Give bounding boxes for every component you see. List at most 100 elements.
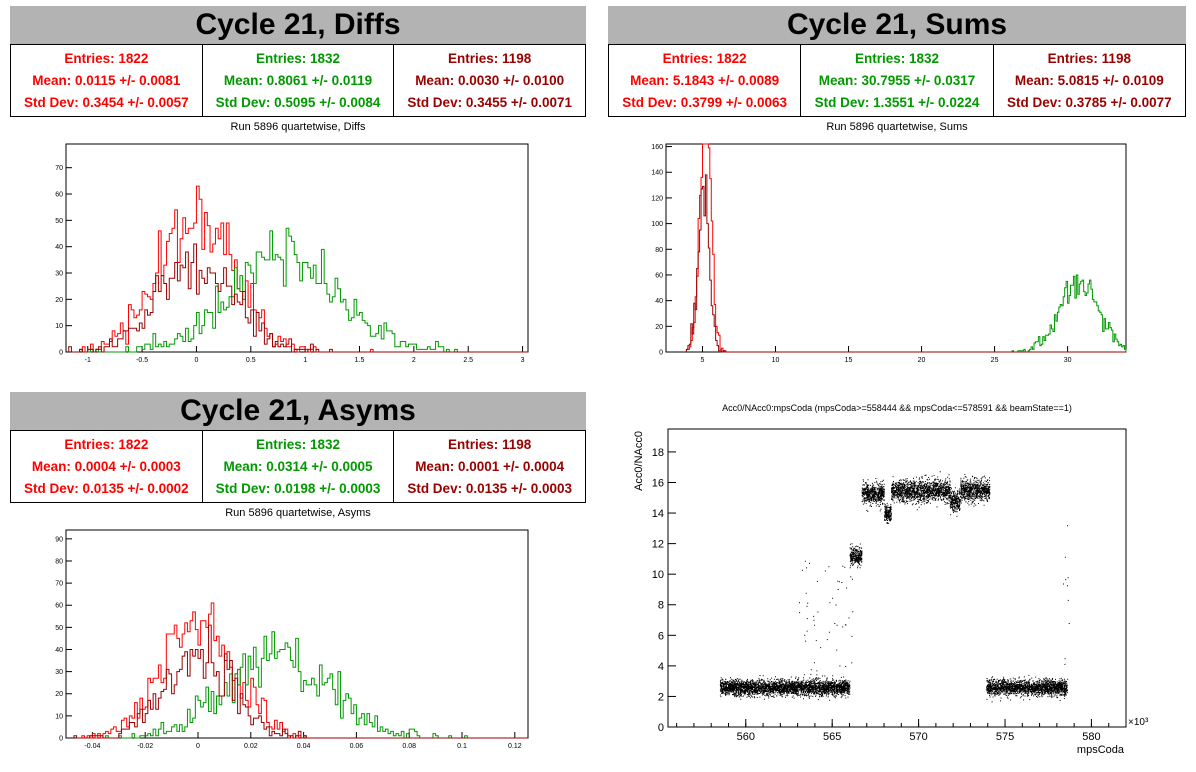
asyms-stats-box-2: Entries: 1198 Mean: 0.0001 +/- 0.0004 St… [394,431,587,503]
stat-entries: Entries: 1832 [255,50,341,66]
asyms-y-tick-label: 70 [55,581,63,588]
scatter-y-tick-label: 18 [652,447,664,459]
diffs-series-0 [81,185,528,353]
diffs-x-tick-label: 0.5 [246,357,256,364]
stat-entries: Entries: 1822 [64,50,149,66]
diffs-x-tick-label: -0.5 [136,357,148,364]
asyms-x-tick-label: 0.1 [457,743,467,750]
asyms-series-1 [105,631,528,739]
sums-chart: 5 10 15 20 25 30 0 20 40 60 80 100 120 140 160 [651,143,1127,364]
asyms-x-tick-label: 0.02 [244,743,258,750]
scatter-y-tick-label: 6 [658,630,664,642]
asyms-y-tick-label: 10 [55,713,63,720]
sums-series-0 [685,143,1126,353]
stat-mean: Mean: 0.0314 +/- 0.0005 [223,458,373,474]
diffs-x-tick-label: -1 [85,357,91,364]
stat-std: Std Dev: 0.3785 +/- 0.0077 [1006,95,1172,111]
sums-y-tick-label: 20 [655,324,663,331]
scatter-y-tick-label: 4 [658,661,664,673]
stat-std: Std Dev: 0.5095 +/- 0.0084 [215,95,381,111]
sums-series-1 [1011,274,1127,353]
sums-x-tick-label: 10 [772,357,780,364]
diffs-stats-box-2: Entries: 1198 Mean: 0.0030 +/- 0.0100 St… [394,45,587,117]
asyms-y-tick-label: 20 [55,691,63,698]
scatter-x-tick-label: 575 [996,731,1014,743]
diffs-plot-frame [65,143,529,353]
diffs-series-2 [68,243,528,353]
stat-mean: Mean: 0.0115 +/- 0.0081 [32,72,181,88]
asyms-x-tick-label: 0.06 [350,743,364,750]
stat-entries: Entries: 1198 [448,50,532,66]
sums-subtitle: Run 5896 quartetwise, Sums [826,121,968,133]
scatter-y-label: Acc0/NAcc0 [633,431,645,491]
stat-entries: Entries: 1822 [662,50,747,66]
sums-y-tick-label: 140 [651,170,663,177]
diffs-x-tick-label: 3 [521,357,525,364]
stat-std: Std Dev: 0.0198 +/- 0.0003 [215,481,381,497]
sums-y-tick-label: 0 [659,350,663,357]
stat-entries: Entries: 1198 [1047,50,1131,66]
scatter-y-tick-label: 16 [652,477,664,489]
sums-y-tick-label: 160 [651,144,663,151]
sums-x-tick-label: 15 [845,357,853,364]
diffs-y-tick-label: 30 [55,271,63,278]
asyms-x-tick-label: 0.08 [402,743,416,750]
asyms-subtitle: Run 5896 quartetwise, Asyms [225,507,371,519]
diffs-stats-box-0: Entries: 1822 Mean: 0.0115 +/- 0.0081 St… [10,45,203,117]
sums-y-tick-label: 100 [651,221,663,228]
diffs-x-tick-label: 1 [303,357,307,364]
stat-entries: Entries: 1832 [255,436,341,452]
diffs-y-tick-label: 60 [55,192,63,199]
asyms-series-0 [81,602,528,739]
scatter-y-tick-label: 12 [652,539,664,551]
asyms-x-tick-label: 0 [196,743,200,750]
sums-stats-box-2: Entries: 1198 Mean: 5.0815 +/- 0.0109 St… [993,45,1186,117]
scatter-y-tick-label: 10 [652,569,664,581]
scatter-y-tick-label: 14 [652,508,664,520]
stat-mean: Mean: 0.0004 +/- 0.0003 [31,458,181,474]
scatter-x-label: mpsCoda [1077,744,1125,756]
asyms-chart: -0.04 -0.02 0 0.02 0.04 0.06 0.08 0.1 0.12 0 10 20 3… [55,529,529,750]
stat-std: Std Dev: 0.0135 +/- 0.0003 [407,481,573,497]
scatter-y-tick-label: 2 [658,691,664,703]
sums-x-tick-label: 20 [918,357,926,364]
sums-title: Cycle 21, Sums [608,6,1186,44]
asyms-x-tick-label: -0.04 [84,743,100,750]
asyms-stats-box-1: Entries: 1832 Mean: 0.0314 +/- 0.0005 St… [202,431,395,503]
diffs-x-tick-label: 0 [194,357,198,364]
stat-entries: Entries: 1198 [448,436,532,452]
diffs-y-tick-label: 10 [55,323,63,330]
asyms-series-2 [73,624,528,739]
stat-std: Std Dev: 0.3454 +/- 0.0057 [23,95,189,111]
diffs-y-tick-label: 70 [55,165,63,172]
scatter-x-tick-label: 565 [823,731,841,743]
diffs-y-tick-label: 20 [55,297,63,304]
asyms-y-tick-label: 50 [55,625,63,632]
sums-stats-box-1: Entries: 1832 Mean: 30.7955 +/- 0.0317 S… [801,45,994,117]
diffs-x-tick-label: 1.5 [355,357,365,364]
scatter-points [719,471,1070,703]
scatter-y-tick-label: 0 [658,722,664,734]
diffs-y-tick-label: 50 [55,218,63,225]
diffs-stats: Entries: 1822 Mean: 0.0115 +/- 0.0081 St… [10,44,587,117]
stat-mean: Mean: 0.0030 +/- 0.0100 [415,72,565,88]
diffs-series-1 [79,227,528,353]
stat-mean: Mean: 30.7955 +/- 0.0317 [818,72,976,88]
stat-std: Std Dev: 0.0135 +/- 0.0002 [23,481,189,497]
scatter-x-exponent: ×10³ [1128,717,1149,728]
stat-entries: Entries: 1822 [64,436,149,452]
sums-series-2 [685,174,1126,353]
asyms-stats-box-0: Entries: 1822 Mean: 0.0004 +/- 0.0003 St… [10,431,203,503]
sums-x-tick-label: 25 [991,357,999,364]
stat-mean: Mean: 0.0001 +/- 0.0004 [415,458,565,474]
scatter-x-tick-label: 580 [1082,731,1100,743]
sums-y-tick-label: 80 [655,247,663,254]
sums-x-tick-label: 5 [701,357,705,364]
diffs-x-tick-label: 2.5 [463,357,473,364]
stat-entries: Entries: 1832 [854,50,940,66]
asyms-plot-frame [65,529,529,739]
asyms-stats: Entries: 1822 Mean: 0.0004 +/- 0.0003 St… [10,430,587,503]
scatter-chart: 560 565 570 575 580 0 2 4 6 8 10 12 14 16 18 mpsCoda ×10… [633,428,1149,756]
stat-std: Std Dev: 1.3551 +/- 0.0224 [814,95,980,111]
stat-mean: Mean: 5.1843 +/- 0.0089 [630,72,780,88]
